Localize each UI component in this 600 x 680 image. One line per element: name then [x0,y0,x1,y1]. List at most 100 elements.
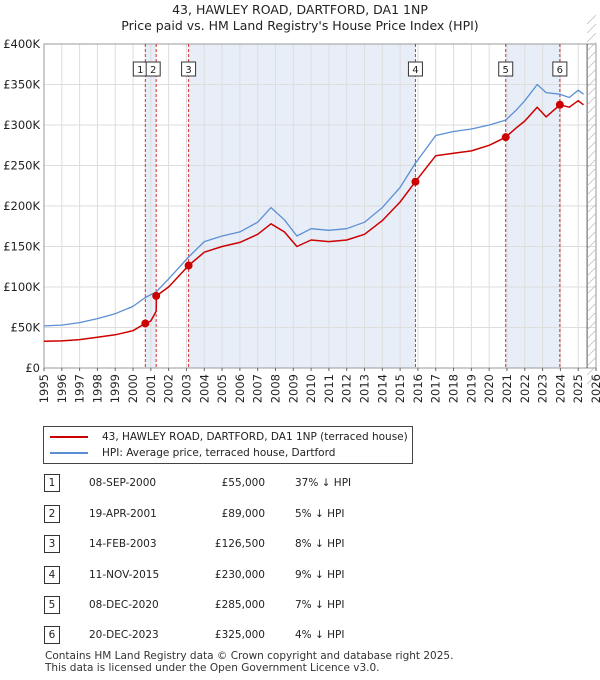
forecast-hatch [586,50,597,61]
forecast-hatch [586,365,597,376]
forecast-hatch [586,131,597,142]
forecast-hatch [586,230,597,241]
transaction-number: 4 [44,566,60,584]
forecast-hatch [586,14,597,25]
x-tick-label: 2021 [500,374,514,403]
table-row: 6 20-DEC-2023 £325,000 4% ↓ HPI [43,626,383,644]
forecast-hatch [586,113,597,124]
x-tick-label: 2001 [144,374,158,403]
x-tick-label: 2019 [464,374,478,403]
transaction-number: 5 [44,596,60,614]
forecast-hatch [586,203,597,214]
forecast-hatch [586,104,597,115]
sale-marker-box [498,61,514,77]
transaction-date: 19-APR-2001 [89,508,157,520]
table-row: 5 08-DEC-2020 £285,000 7% ↓ HPI [43,596,383,614]
forecast-hatch [586,320,597,331]
sale-marker-box [552,61,568,77]
x-tick-label: 2013 [358,374,372,403]
forecast-hatch [586,194,597,205]
legend: 43, HAWLEY ROAD, DARTFORD, DA1 1NP (terr… [43,426,413,464]
transaction-price: £285,000 [214,599,265,611]
footer-license: This data is licensed under the Open Gov… [45,662,380,674]
transaction-date: 20-DEC-2023 [89,629,159,641]
y-tick-label: £150K [3,240,40,254]
forecast-hatch [586,239,597,250]
sale-marker-box [181,61,197,77]
sale-marker-label: 5 [503,65,509,76]
forecast-hatch [586,23,597,34]
transaction-price: £230,000 [214,569,265,581]
sale-marker-label: 2 [150,65,156,76]
table-row: 4 11-NOV-2015 £230,000 9% ↓ HPI [43,566,383,584]
sale-point [501,133,510,142]
forecast-hatch [586,347,597,358]
x-tick-label: 2017 [429,374,443,403]
sale-point [555,100,564,109]
x-tick-label: 2004 [197,374,211,403]
transaction-date: 11-NOV-2015 [89,569,160,581]
y-tick-label: £200K [3,199,40,213]
sale-marker-label: 6 [557,65,563,76]
x-tick-label: 1997 [73,374,87,403]
sale-point [152,291,161,300]
x-tick-label: 2025 [571,374,585,403]
x-tick-label: 2011 [322,374,336,403]
forecast-hatch [586,149,597,160]
footer-copyright: Contains HM Land Registry data © Crown c… [45,650,454,662]
transaction-hpi-diff: 7% ↓ HPI [295,599,345,611]
x-tick-label: 1996 [55,374,69,403]
x-tick-label: 2015 [393,374,407,403]
x-tick-label: 2009 [286,374,300,403]
sale-point [411,177,420,186]
x-tick-label: 2006 [233,374,247,403]
x-tick-label: 2026 [589,374,600,403]
legend-swatch-hpi [50,452,88,454]
forecast-hatch [586,302,597,313]
forecast-hatch [586,374,597,385]
x-tick-label: 2000 [126,374,140,403]
forecast-hatch [586,275,597,286]
plot-area [43,43,597,369]
x-tick-label: 2016 [411,374,425,403]
sale-marker-box [145,61,161,77]
transaction-date: 08-SEP-2000 [89,477,157,489]
forecast-hatch [586,221,597,232]
forecast-hatch [586,257,597,268]
transaction-price: £126,500 [214,538,265,550]
transaction-price: £89,000 [221,508,265,520]
x-tick-label: 2010 [304,374,318,403]
x-tick-label: 2023 [536,374,550,403]
x-tick-label: 1998 [90,374,104,403]
table-row: 1 08-SEP-2000 £55,000 37% ↓ HPI [43,474,383,492]
forecast-hatch [586,176,597,187]
x-tick-label: 2020 [482,374,496,403]
forecast-hatch [586,41,597,52]
forecast-hatch [586,59,597,70]
table-row: 2 19-APR-2001 £89,000 5% ↓ HPI [43,505,383,523]
transaction-hpi-diff: 4% ↓ HPI [295,629,345,641]
series-line-hpi [43,83,584,327]
transaction-date: 08-DEC-2020 [89,599,159,611]
forecast-hatch [586,266,597,277]
y-tick-label: £0 [25,361,40,375]
sale-marker-label: 4 [412,65,418,76]
y-tick-label: £400K [3,37,40,51]
transaction-hpi-diff: 5% ↓ HPI [295,508,345,520]
transaction-price: £325,000 [214,629,265,641]
transaction-price: £55,000 [221,477,265,489]
transaction-hpi-diff: 37% ↓ HPI [295,477,352,489]
table-row: 3 14-FEB-2003 £126,500 8% ↓ HPI [43,535,383,553]
x-tick-label: 1999 [108,374,122,403]
y-tick-label: £350K [3,78,40,92]
sale-point [141,319,150,328]
x-tick-label: 2007 [251,374,265,403]
transaction-hpi-diff: 9% ↓ HPI [295,569,345,581]
sale-point [184,261,193,270]
transaction-number: 3 [44,535,60,553]
legend-label-hpi: HPI: Average price, terraced house, Dart… [102,447,336,459]
x-tick-label: 2018 [447,374,461,403]
forecast-hatch [586,95,597,106]
sale-marker-box [407,61,423,77]
x-tick-label: 2022 [518,374,532,403]
